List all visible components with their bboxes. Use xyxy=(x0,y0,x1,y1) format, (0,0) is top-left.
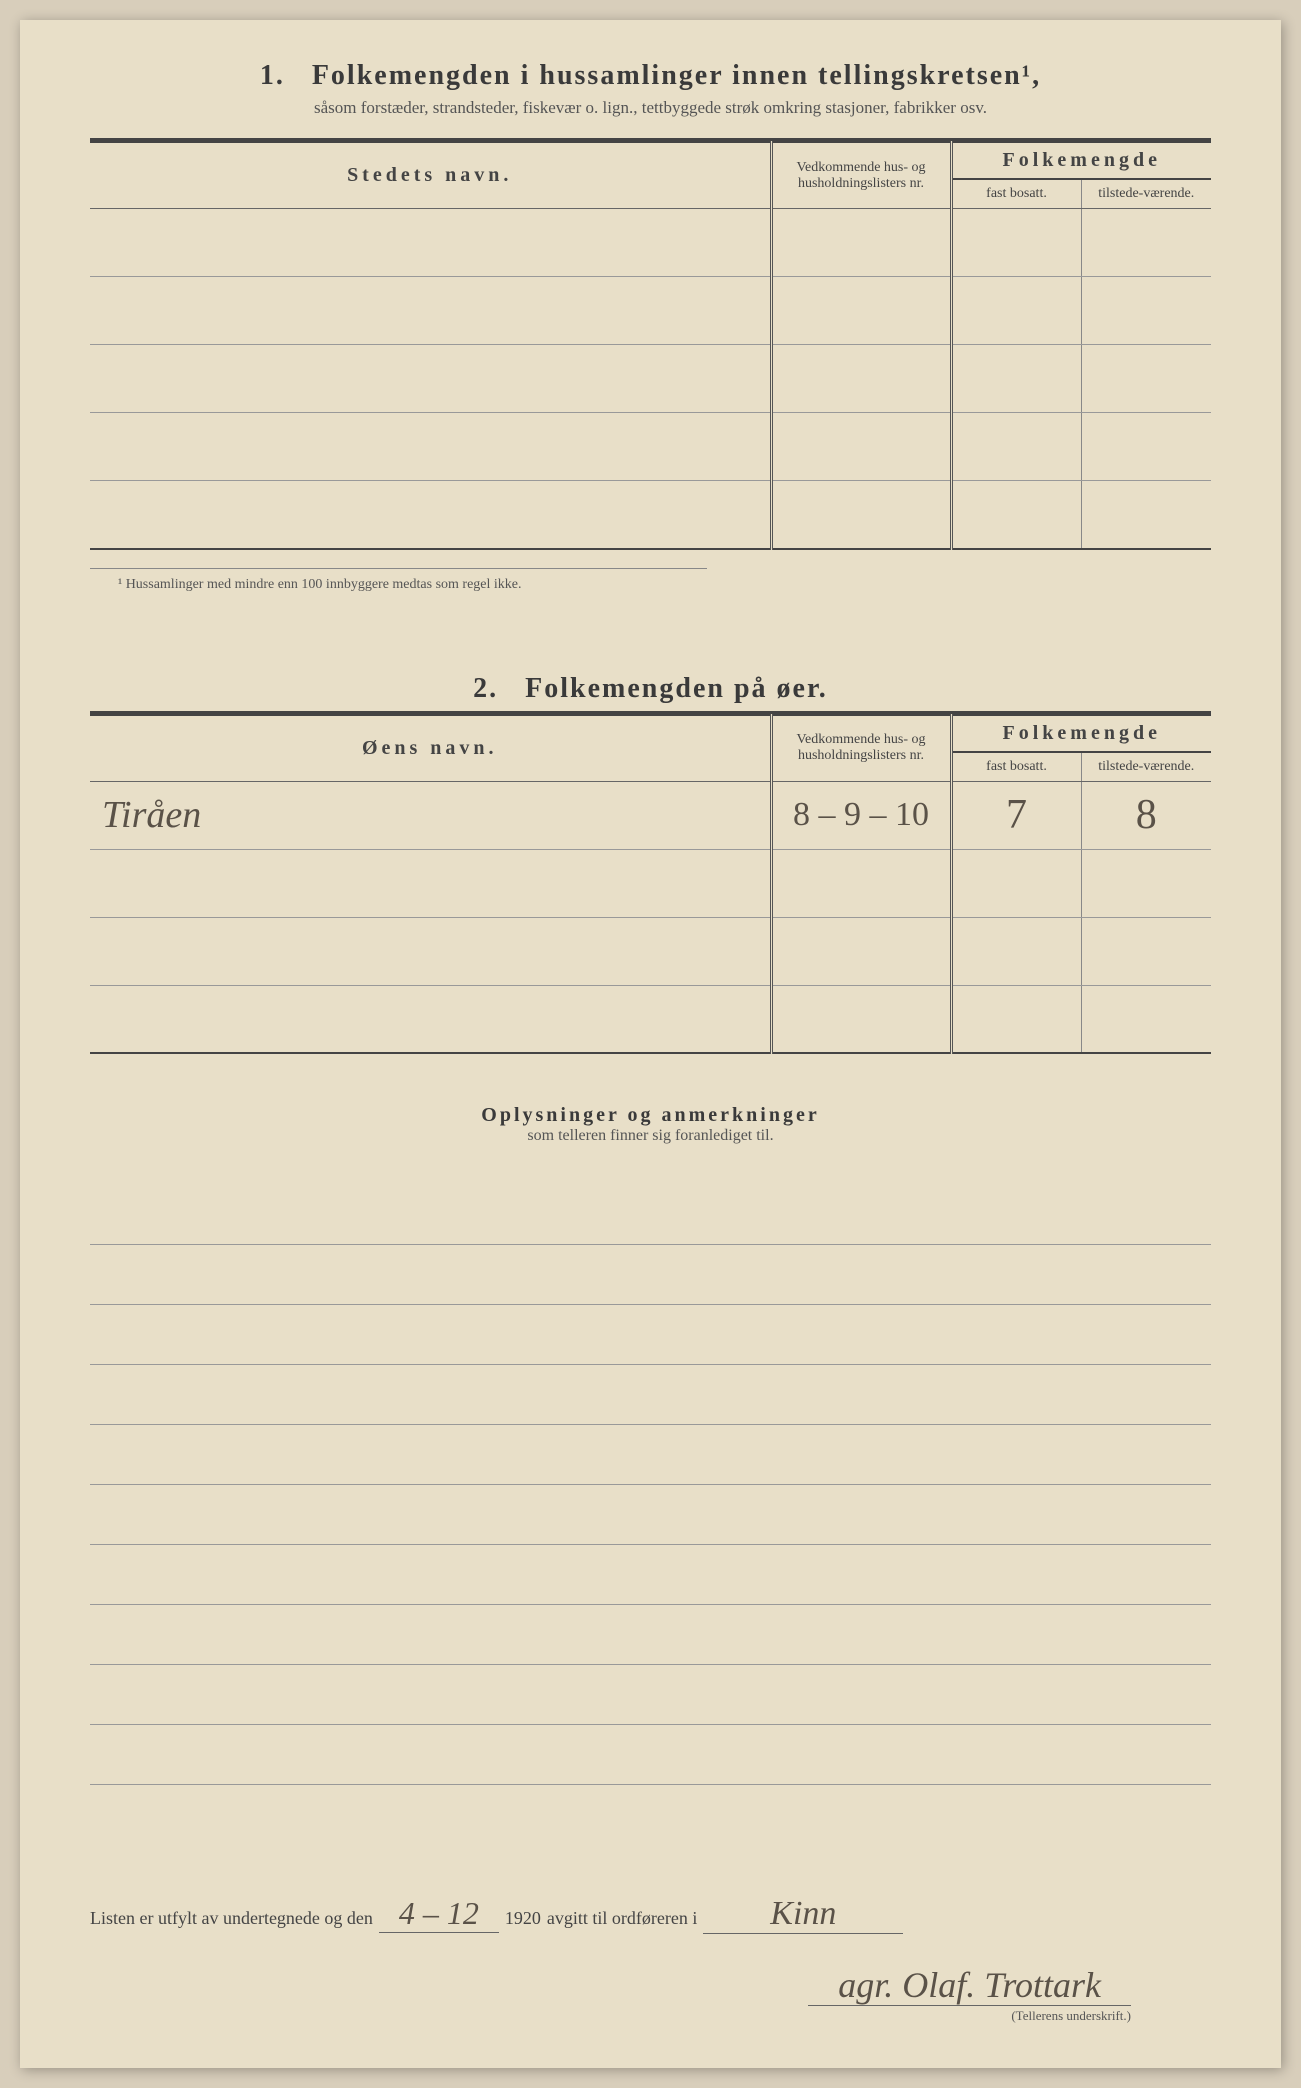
section2-heading: Folkemengden på øer. xyxy=(525,673,828,704)
signature-label: (Tellerens underskrift.) xyxy=(90,2008,1211,2024)
ruled-line xyxy=(90,1365,1211,1425)
cell-fast xyxy=(951,917,1081,985)
cell-fast: 7 xyxy=(951,781,1081,849)
table-row xyxy=(90,481,1211,549)
footer-place: Kinn xyxy=(703,1895,903,1934)
cell-vedk xyxy=(771,985,951,1053)
cell-fast xyxy=(951,985,1081,1053)
cell-vedk xyxy=(771,849,951,917)
cell-name xyxy=(90,413,771,481)
ruled-line xyxy=(90,1725,1211,1785)
footer-date: 4 – 12 xyxy=(379,1895,499,1933)
table-row xyxy=(90,849,1211,917)
cell-vedk xyxy=(771,917,951,985)
signature: agr. Olaf. Trottark xyxy=(808,1965,1131,2006)
table-row xyxy=(90,209,1211,277)
section2-number: 2. xyxy=(473,673,498,704)
remarks-title: Oplysninger og anmerkninger xyxy=(90,1104,1211,1127)
footer-line: Listen er utfylt av undertegnede og den … xyxy=(90,1895,1211,1934)
col-vedkommende2: Vedkommende hus- og husholdningslisters … xyxy=(771,715,951,782)
col-tilstede2: tilstede-værende. xyxy=(1081,752,1211,782)
ruled-line xyxy=(90,1605,1211,1665)
col-fast2: fast bosatt. xyxy=(951,752,1081,782)
cell-tilstede: 8 xyxy=(1081,781,1211,849)
section1-body xyxy=(90,209,1211,549)
cell-vedk xyxy=(771,277,951,345)
cell-name xyxy=(90,917,771,985)
section2: 2. Folkemengden på øer. Øens navn. Vedko… xyxy=(90,673,1211,1055)
ruled-line xyxy=(90,1425,1211,1485)
cell-fast xyxy=(951,345,1081,413)
section2-title: 2. Folkemengden på øer. xyxy=(90,673,1211,705)
table-row xyxy=(90,917,1211,985)
table-row xyxy=(90,985,1211,1053)
table-row xyxy=(90,277,1211,345)
section1-table: Stedets navn. Vedkommende hus- og hushol… xyxy=(90,141,1211,550)
cell-name xyxy=(90,277,771,345)
col-oens-navn: Øens navn. xyxy=(90,715,771,782)
hw-name: Tiråen xyxy=(102,794,201,836)
cell-name xyxy=(90,481,771,549)
col-folkemengde: Folkemengde xyxy=(951,142,1211,179)
cell-vedk xyxy=(771,345,951,413)
ruled-line xyxy=(90,1485,1211,1545)
cell-fast xyxy=(951,849,1081,917)
cell-name xyxy=(90,849,771,917)
table-row xyxy=(90,413,1211,481)
col-folkemengde2: Folkemengde xyxy=(951,715,1211,752)
ruled-line xyxy=(90,1305,1211,1365)
hw-tilstede: 8 xyxy=(1136,792,1157,838)
cell-tilstede xyxy=(1081,849,1211,917)
cell-name: Tiråen xyxy=(90,781,771,849)
col-stedets-navn: Stedets navn. xyxy=(90,142,771,209)
ruled-line xyxy=(90,1665,1211,1725)
cell-tilstede xyxy=(1081,917,1211,985)
cell-fast xyxy=(951,481,1081,549)
table-row xyxy=(90,345,1211,413)
section1-number: 1. xyxy=(260,60,285,91)
footer-year: 1920 xyxy=(505,1908,541,1929)
ruled-line xyxy=(90,1245,1211,1305)
cell-tilstede xyxy=(1081,413,1211,481)
footer-middle: avgitt til ordføreren i xyxy=(547,1908,697,1929)
cell-fast xyxy=(951,277,1081,345)
cell-vedk xyxy=(771,413,951,481)
cell-vedk: 8 – 9 – 10 xyxy=(771,781,951,849)
signature-area: agr. Olaf. Trottark xyxy=(90,1964,1211,2006)
section1-footnote: ¹ Hussamlinger med mindre enn 100 innbyg… xyxy=(90,568,707,593)
cell-fast xyxy=(951,413,1081,481)
footer-prefix: Listen er utfylt av undertegnede og den xyxy=(90,1908,373,1929)
col-fast: fast bosatt. xyxy=(951,179,1081,209)
hw-vedk: 8 – 9 – 10 xyxy=(793,796,929,833)
section1-title: 1. Folkemengden i hussamlinger innen tel… xyxy=(90,60,1211,92)
table-row: Tiråen 8 – 9 – 10 7 8 xyxy=(90,781,1211,849)
cell-tilstede xyxy=(1081,345,1211,413)
section1-subtitle: såsom forstæder, strandsteder, fiskevær … xyxy=(90,98,1211,118)
section1-heading: Folkemengden i hussamlinger innen tellin… xyxy=(312,60,1041,91)
cell-tilstede xyxy=(1081,481,1211,549)
col-vedkommende: Vedkommende hus- og husholdningslisters … xyxy=(771,142,951,209)
cell-name xyxy=(90,345,771,413)
cell-tilstede xyxy=(1081,209,1211,277)
section2-table: Øens navn. Vedkommende hus- og husholdni… xyxy=(90,714,1211,1055)
col-tilstede: tilstede-værende. xyxy=(1081,179,1211,209)
ruled-line xyxy=(90,1545,1211,1605)
cell-vedk xyxy=(771,481,951,549)
cell-name xyxy=(90,985,771,1053)
cell-fast xyxy=(951,209,1081,277)
section2-body: Tiråen 8 – 9 – 10 7 8 xyxy=(90,781,1211,1053)
remarks-subtitle: som telleren finner sig foranlediget til… xyxy=(90,1127,1211,1145)
cell-tilstede xyxy=(1081,985,1211,1053)
cell-tilstede xyxy=(1081,277,1211,345)
cell-name xyxy=(90,209,771,277)
cell-vedk xyxy=(771,209,951,277)
ruled-line xyxy=(90,1185,1211,1245)
census-form-page: 1. Folkemengden i hussamlinger innen tel… xyxy=(20,20,1281,2068)
remarks-lines xyxy=(90,1185,1211,1785)
hw-fast: 7 xyxy=(1006,792,1027,838)
